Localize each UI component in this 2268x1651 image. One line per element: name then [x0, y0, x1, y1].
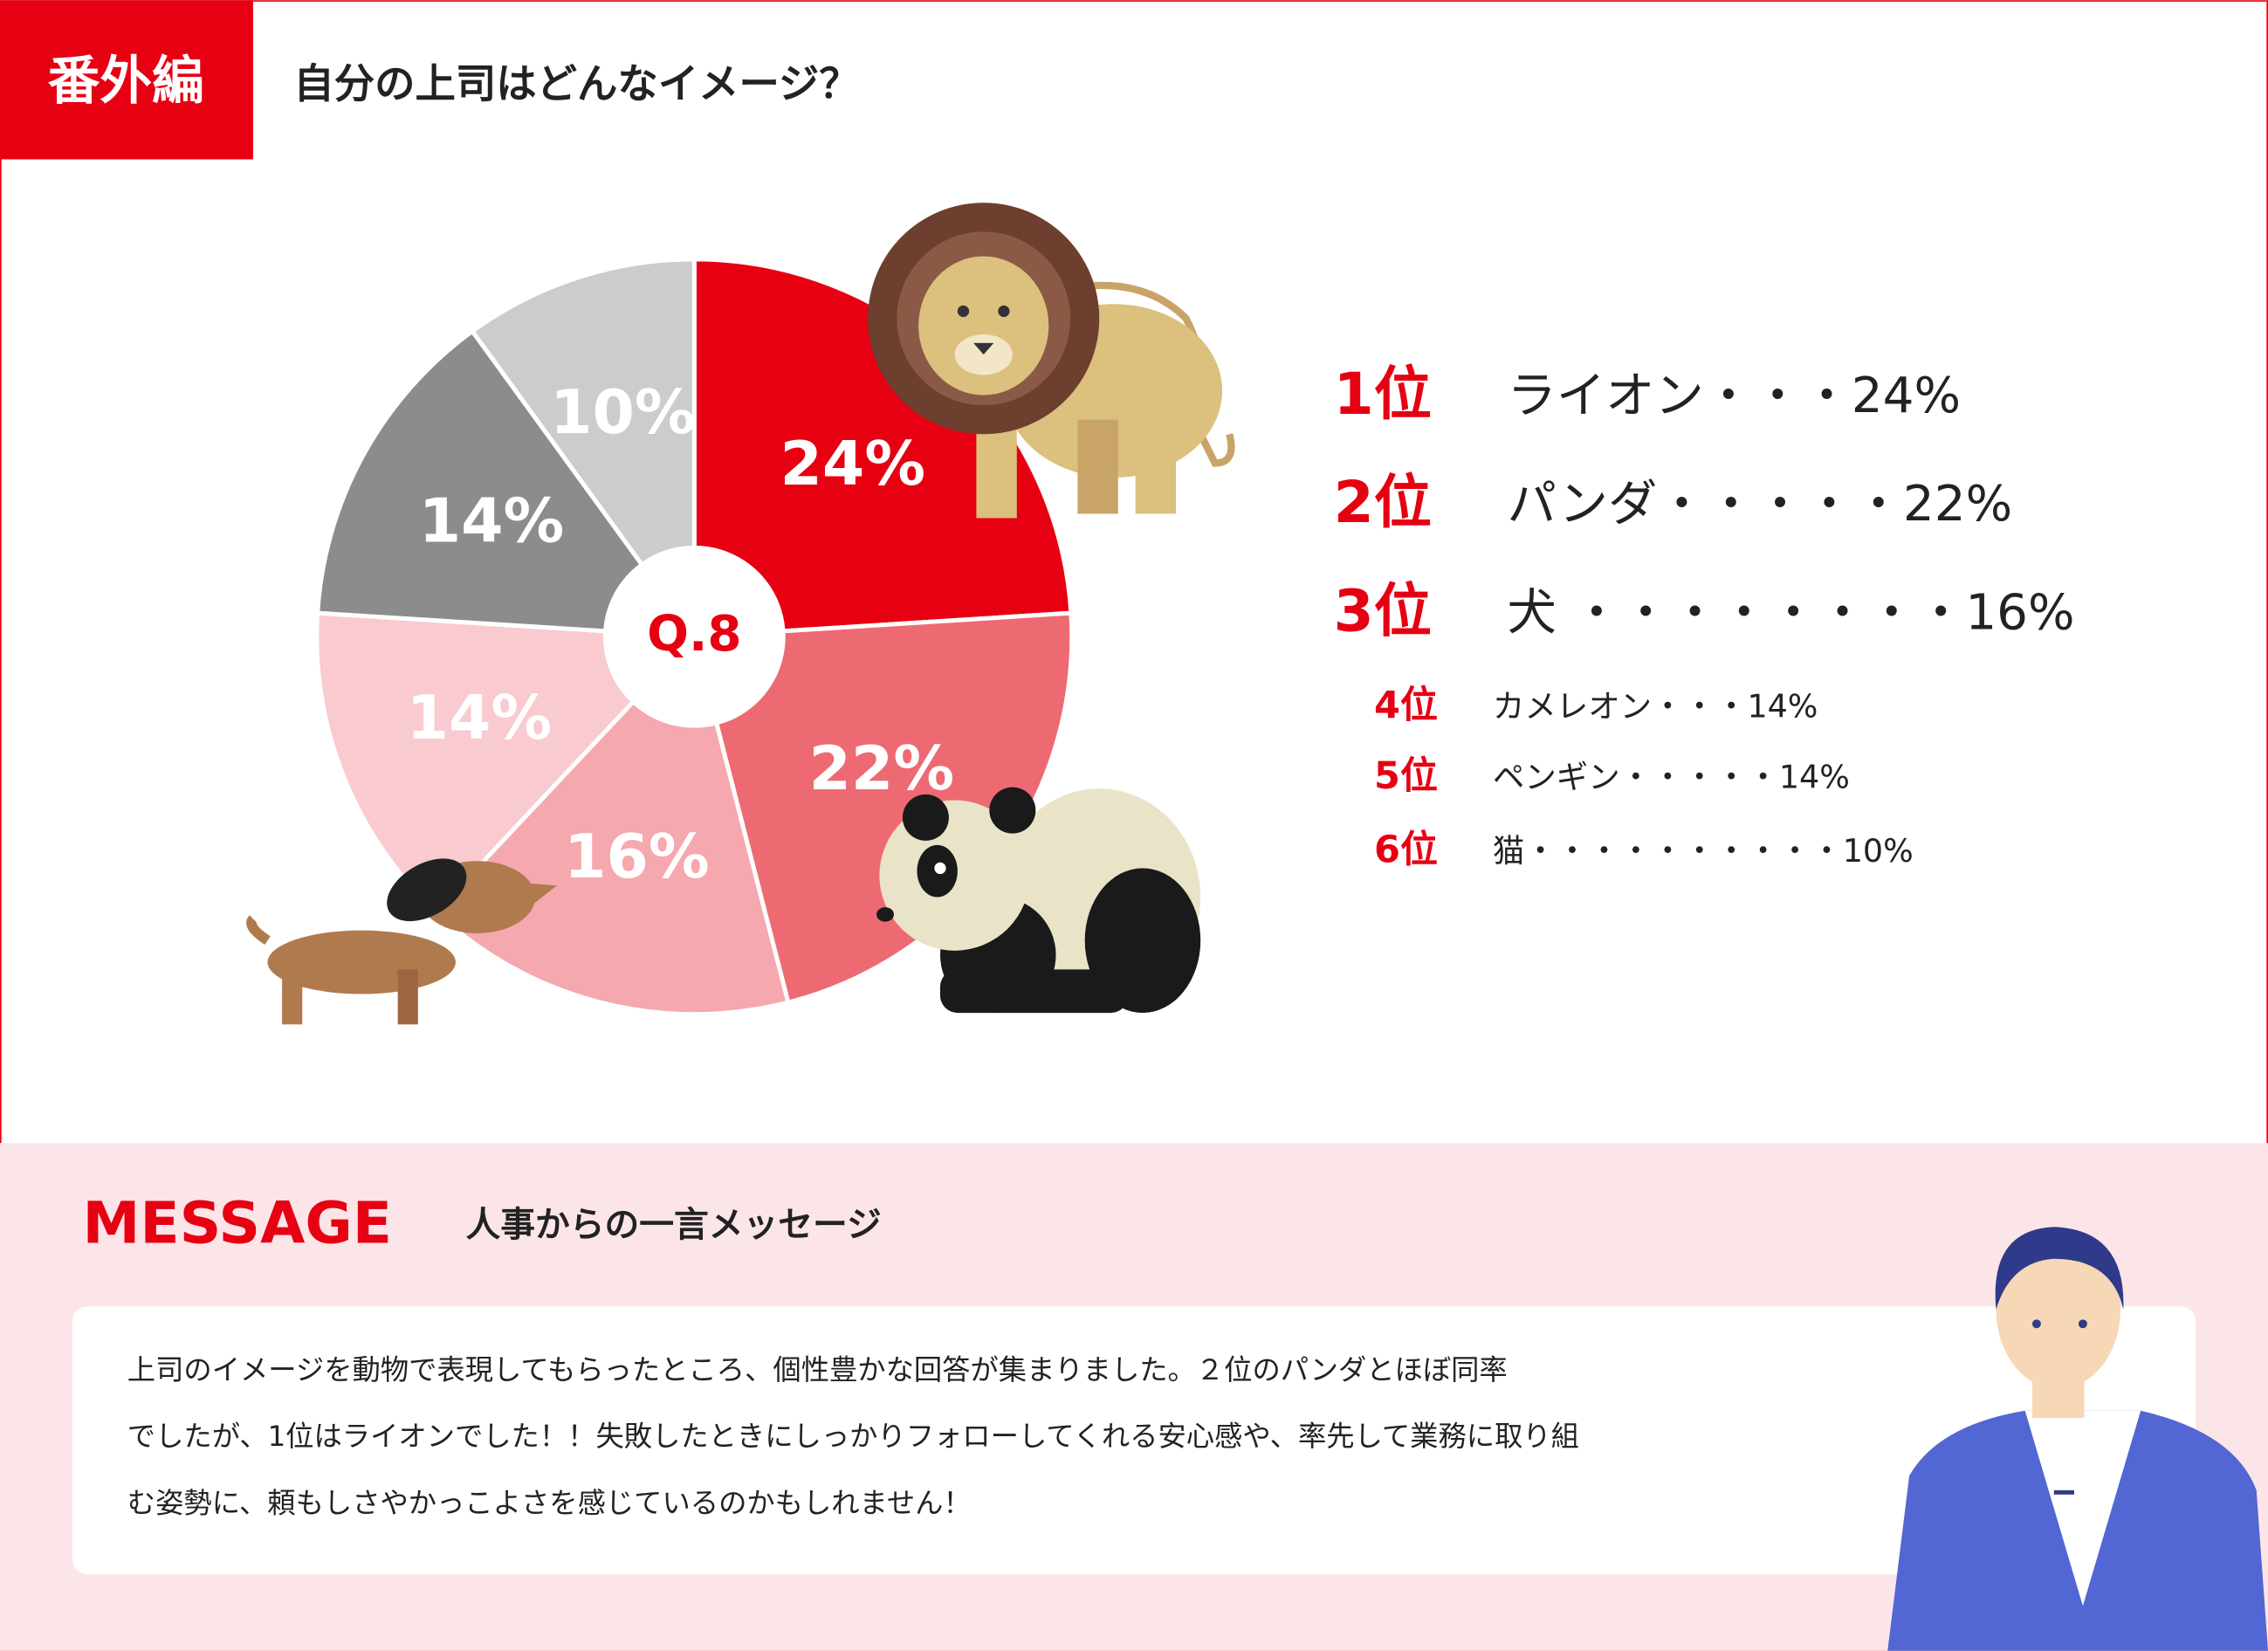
rank: 6位	[1374, 829, 1438, 872]
message-line: 上司のイメージを動物で表現してもらったところ、個性豊かな回答が集まりました。２位…	[127, 1353, 1508, 1386]
rank-value: 24%	[1852, 368, 1961, 424]
message-line: でしたが、1位はライオンでした！！失敗したときにしっかりフォローしてくれる安心感…	[127, 1420, 1579, 1453]
pie-slice	[432, 632, 791, 1017]
rank-value: 22%	[1903, 476, 2012, 533]
slice-label: 22%	[809, 733, 955, 804]
rank-leader: ・・・	[1704, 368, 1852, 424]
rank-leader: ・・・・・	[1657, 476, 1903, 533]
rank-leader: ・・・・・	[1620, 758, 1779, 795]
rank-leader: ・・・・・・・・	[1557, 584, 1966, 641]
rank: 4位	[1374, 684, 1438, 727]
rank-name: パンダ	[1507, 476, 1657, 533]
rank-leader: ・・・・・・・・・・	[1524, 832, 1842, 870]
badge: 番外編	[48, 52, 204, 112]
rank-name: ライオン	[1507, 368, 1703, 424]
rank-name: ペンギン	[1493, 758, 1620, 795]
message-body: 上司のイメージを動物で表現してもらったところ、個性豊かな回答が集まりました。２位…	[127, 1353, 1579, 1519]
center-label: Q.8	[647, 606, 741, 663]
pie-slice	[315, 327, 699, 640]
rank-entry: ペンギン・・・・・14%	[1493, 758, 1850, 795]
rank: 2位	[1334, 468, 1432, 536]
slice-label: 10%	[550, 377, 696, 448]
rank: 1位	[1334, 360, 1432, 428]
rank-value: 10%	[1843, 832, 1914, 870]
rank-leader: ・・・	[1652, 687, 1747, 725]
pie-center	[602, 545, 786, 728]
dog-illustration	[246, 858, 557, 1025]
lion-illustration	[868, 203, 1235, 519]
rank-entry: パンダ・・・・・22%	[1507, 476, 2012, 533]
rank-entry: カメレオン・・・14%	[1493, 687, 1818, 725]
panda-illustration	[876, 787, 1201, 1014]
slice-label: 14%	[407, 683, 553, 753]
rank-entry: 犬 ・・・・・・・・16%	[1507, 584, 2074, 641]
rank-value: 16%	[1965, 584, 2074, 641]
rank-name: 猫	[1493, 832, 1524, 870]
person-illustration	[1887, 1227, 2268, 1651]
rank: 3位	[1334, 576, 1432, 644]
ranking: 1位 ライオン・・・24%2位 パンダ・・・・・22%3位犬 ・・・・・・・・16%…	[1334, 360, 2075, 872]
rank: 5位	[1374, 754, 1438, 798]
slice-label: 24%	[780, 429, 926, 499]
rank-value: 14%	[1779, 758, 1850, 795]
rank-name: 犬	[1507, 584, 1556, 641]
page-title: 自分の上司はどんなイメージ？	[293, 60, 859, 107]
message-box	[72, 1306, 2196, 1574]
rank-entry: 猫・・・・・・・・・・10%	[1493, 832, 1914, 870]
message-subheading: 人事からの一言メッセージ	[466, 1205, 882, 1245]
pie-slice	[469, 257, 697, 643]
message-line: む姿勢に、頼もしさやかっこよさを感じているのかもしれません！	[127, 1486, 972, 1519]
message-heading: MESSAGE	[82, 1188, 392, 1256]
slice-label: 16%	[564, 822, 710, 892]
badge-bg	[0, 0, 253, 160]
rank-entry: ライオン・・・24%	[1507, 368, 1961, 424]
slice-label: 14%	[419, 486, 565, 557]
rank-name: カメレオン	[1493, 687, 1652, 725]
pie-chart: 24%22%16%14%14%10%Q.8	[314, 257, 1075, 1017]
rank-value: 14%	[1747, 687, 1818, 725]
